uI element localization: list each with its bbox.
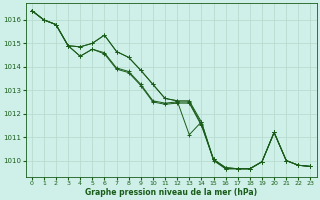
X-axis label: Graphe pression niveau de la mer (hPa): Graphe pression niveau de la mer (hPa) xyxy=(85,188,257,197)
